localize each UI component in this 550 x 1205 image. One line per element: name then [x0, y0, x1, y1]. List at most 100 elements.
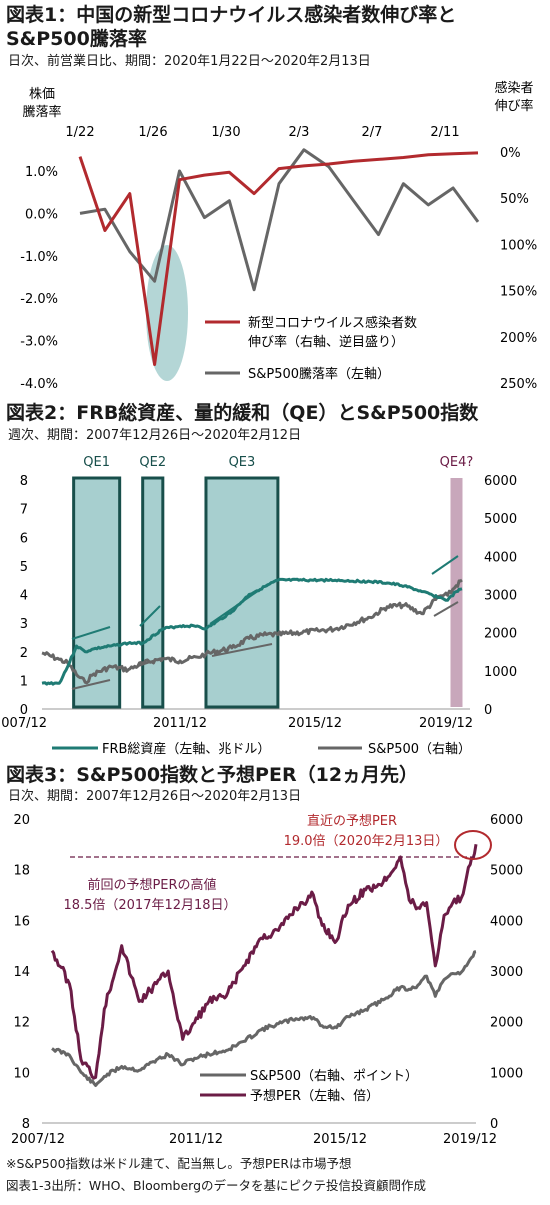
- chart3-right-tick: 3000: [490, 965, 523, 980]
- chart2-left-tick: 8: [20, 474, 28, 489]
- chart1-left-tick: -2.0%: [20, 292, 58, 307]
- chart1-legend-covid-2: 伸び率（右軸、逆目盛り）: [248, 334, 404, 350]
- chart3-right-tick: 0: [490, 1117, 498, 1132]
- chart2-left-tick: 4: [20, 589, 28, 604]
- chart3-annot-recent-1: 直近の予想PER: [307, 813, 397, 829]
- chart3-series-sp500: [51, 950, 477, 1087]
- chart2-left-tick: 2: [20, 646, 28, 661]
- chart1-legend-covid-1: 新型コロナウイルス感染者数: [248, 315, 417, 331]
- chart1-right-tick: 50%: [500, 192, 529, 207]
- chart1-series-sp500: [79, 148, 480, 292]
- chart1-x-tick: 2/7: [362, 125, 383, 140]
- chart3-series-per: [50, 844, 478, 1080]
- chart3-left-tick: 14: [13, 965, 30, 980]
- chart1-x-tick: 1/26: [138, 125, 167, 140]
- chart2-right-tick: 5000: [484, 512, 517, 527]
- chart2-right-tick: 0: [484, 703, 492, 718]
- chart2-left-tick: 1: [20, 674, 28, 689]
- chart3-annot-prev-2: 18.5倍（2017年12月18日）: [63, 898, 236, 913]
- chart3-left-tick: 20: [13, 813, 30, 828]
- chart3-legend-per: 予想PER（左軸、倍）: [250, 1088, 379, 1104]
- chart1-left-tick: 1.0%: [25, 165, 58, 180]
- chart2-left-tick: 3: [20, 617, 28, 632]
- chart1-svg: 株価 騰落率 感染者 伸び率 1/22 1/26 1/30 2/3 2/7 2/11 1.…: [20, 80, 537, 392]
- chart3-title: 図表3：S&P500指数と予想PER（12ヵ月先）: [6, 764, 419, 786]
- chart3-left-tick: 16: [13, 914, 30, 929]
- chart2-legend-fed: FRB総資産（左軸、兆ドル）: [102, 741, 270, 757]
- chart2-legend: FRB総資産（左軸、兆ドル） S&P500（右軸）: [52, 741, 471, 757]
- chart2-right-tick: 4000: [484, 550, 517, 565]
- chart3-right-tick: 2000: [490, 1016, 523, 1031]
- chart3-subtitle: 日次、期間：2007年12月26日～2020年2月13日: [8, 789, 302, 804]
- chart1-legend-sp: S&P500騰落率（左軸）: [248, 366, 390, 382]
- chart1-subtitle: 日次、前営業日比、期間：2020年1月22日～2020年2月13日: [8, 54, 371, 69]
- chart3-x-tick: 2019/12: [443, 1132, 497, 1147]
- chart2-left-tick: 6: [20, 531, 28, 546]
- chart2-right-tick: 3000: [484, 589, 517, 604]
- chart2-right-tick: 1000: [484, 665, 517, 680]
- chart1-right-tick: 250%: [500, 377, 537, 392]
- chart2-right-tick: 6000: [484, 474, 517, 489]
- chart1-right-tick: 200%: [500, 331, 537, 346]
- chart1-right-label-1: 感染者: [494, 80, 533, 96]
- chart2-qe-label: QE2: [139, 455, 166, 470]
- chart3-left-tick: 10: [13, 1066, 30, 1081]
- chart3-right-tick: 4000: [490, 914, 523, 929]
- chart3-right-tick: 5000: [490, 864, 523, 879]
- chart3-legend-sp: S&P500（右軸、ポイント）: [250, 1069, 418, 1084]
- chart2-qe-label: QE1: [83, 455, 110, 470]
- chart3-x-tick: 2011/12: [169, 1132, 223, 1147]
- chart1-left-label-1: 株価: [29, 87, 55, 102]
- chart2-x-tick: 2011/12: [153, 716, 207, 731]
- chart2-arrow-fed-qe2: [139, 605, 161, 627]
- chart1-legend: 新型コロナウイルス感染者数 伸び率（右軸、逆目盛り） S&P500騰落率（左軸）: [205, 315, 417, 382]
- chart1-right-tick: 150%: [500, 285, 537, 300]
- chart1-title-line2: S&P500騰落率: [6, 28, 147, 50]
- chart1-axis-left-label: 株価 騰落率: [22, 87, 61, 120]
- chart3-right-tick: 6000: [490, 813, 523, 828]
- chart2-subtitle: 週次、期間：2007年12月26日～2020年2月12日: [8, 428, 302, 443]
- chart2-right-tick: 2000: [484, 627, 517, 642]
- footnote-1: ※S&P500指数は米ドル建て、配当無し。予想PERは市場予想: [6, 1156, 352, 1171]
- chart2-arrows: [71, 555, 459, 690]
- chart2-left-tick: 5: [20, 560, 28, 575]
- chart3-left-tick: 8: [22, 1117, 30, 1132]
- chart3-left-tick: 12: [13, 1016, 30, 1031]
- chart3-annot-prev-1: 前回の予想PERの高値: [87, 877, 216, 893]
- chart2-arrow-sp-qe4: [433, 601, 459, 617]
- chart1-left-tick: -1.0%: [20, 250, 58, 265]
- chart2-qe-label: QE4?: [440, 455, 474, 470]
- chart2-arrow-sp-qe1: [71, 679, 111, 690]
- chart2-qe-band: [141, 476, 165, 709]
- chart1-axis-right-label: 感染者 伸び率: [494, 80, 533, 114]
- chart1-right-label-2: 伸び率: [494, 98, 533, 114]
- chart2-x-tick: 2007/12: [0, 716, 47, 731]
- chart3-annot-recent-2: 19.0倍（2020年2月13日）: [284, 834, 449, 849]
- chart2-arrow-sp-qe3: [211, 643, 273, 657]
- chart2-x-tick: 2019/12: [419, 716, 473, 731]
- chart3-annotation-recent: 直近の予想PER 19.0倍（2020年2月13日）: [284, 813, 449, 849]
- chart1-right-tick: 100%: [500, 238, 537, 253]
- chart3-left-tick: 18: [13, 864, 30, 879]
- chart2-arrow-fed-qe4: [431, 555, 459, 575]
- chart2-series-fed: [41, 577, 463, 686]
- chart1-right-tick: 0%: [500, 146, 521, 161]
- chart3-x-tick: 2007/12: [11, 1132, 65, 1147]
- chart2-left-tick: 0: [20, 703, 28, 718]
- chart1-series-covid: [78, 151, 479, 366]
- chart1-left-tick: 0.0%: [25, 207, 58, 222]
- chart2-qe-band: [72, 476, 122, 709]
- chart2-left-tick: 7: [20, 503, 28, 518]
- chart2-arrow-fed-qe3: [209, 583, 269, 625]
- chart1-left-label-2: 騰落率: [22, 104, 61, 120]
- chart1-left-tick: -4.0%: [20, 377, 58, 392]
- chart1-x-tick: 2/3: [289, 125, 310, 140]
- chart3-x-tick: 2015/12: [313, 1132, 367, 1147]
- chart3-legend: S&P500（右軸、ポイント） 予想PER（左軸、倍）: [200, 1069, 418, 1104]
- chart2-svg: QE1 QE2 QE3 QE4? 8 7 6 5 4 3 2 1 0 6000 5000 4000 3000…: [0, 455, 517, 757]
- chart1-title-line1: 図表1：中国の新型コロナウイルス感染者数伸び率と: [6, 4, 457, 26]
- chart2-title: 図表2：FRB総資産、量的緩和（QE）とS&P500指数: [6, 402, 479, 424]
- chart1-x-tick: 1/22: [65, 125, 94, 140]
- chart1-left-tick: -3.0%: [20, 335, 58, 350]
